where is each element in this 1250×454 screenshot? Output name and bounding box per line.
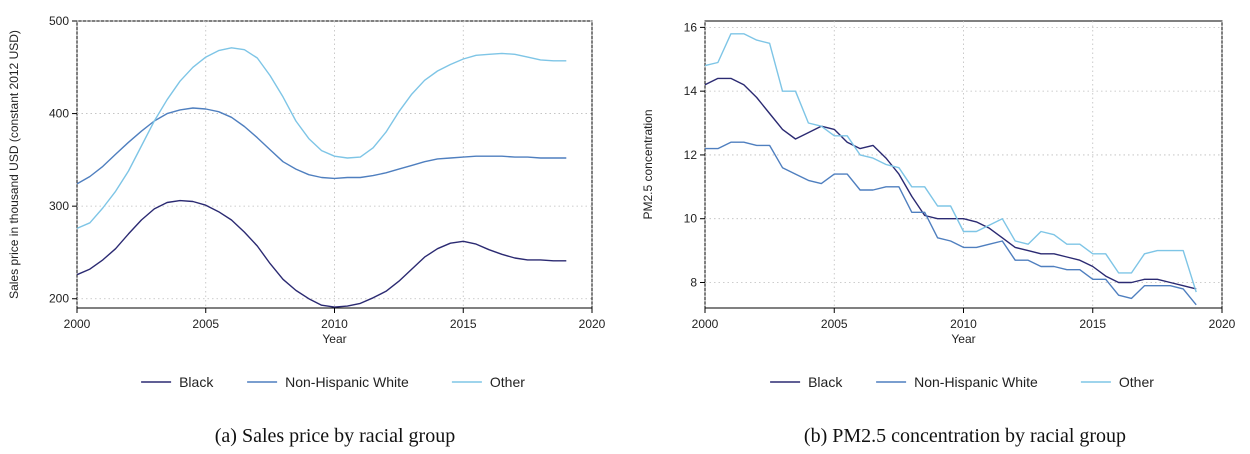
series-line-black [704,77,1197,290]
y-tick-label: 10 [684,212,698,226]
y-tick-label: 500 [49,14,69,28]
y-axis-title: PM2.5 concentration [641,109,655,219]
series-line-non-hispanic-white [76,107,567,185]
legend-label: Other [1119,374,1154,390]
figure-caption: (b) PM2.5 concentration by racial group [804,425,1126,447]
x-axis-title: Year [322,332,346,346]
series-line-other [704,33,1197,293]
x-tick-label: 2010 [321,317,348,331]
y-tick-label: 12 [684,148,698,162]
y-tick-label: 400 [49,107,69,121]
x-tick-label: 2010 [950,317,977,331]
x-tick-label: 2015 [1079,317,1106,331]
legend-label: Black [179,374,214,390]
legend: Black Non-Hispanic White Other [770,374,1154,390]
panel-sales-price: 2000 2005 2010 2015 2020 200 300 400 500 Year Sale… [7,14,606,447]
figure-caption: (a) Sales price by racial group [215,425,455,447]
x-tick-label: 2020 [579,317,606,331]
legend-label: Other [490,374,525,390]
y-tick-label: 300 [49,199,69,213]
x-tick-label: 2015 [450,317,477,331]
series-line-black [76,199,567,308]
x-tick-label: 2020 [1209,317,1236,331]
x-tick-label: 2000 [64,317,91,331]
panel-pm25: 2000 2005 2010 2015 2020 8 10 12 14 16 Year PM2.5 c… [641,20,1236,447]
y-tick-label: 8 [690,275,697,289]
series-line-other [76,47,567,230]
series-line-non-hispanic-white [705,141,1197,306]
y-tick-label: 200 [49,292,69,306]
legend-label: Black [808,374,843,390]
y-axis-title: Sales price in thousand USD (constant 20… [7,30,21,299]
legend: Black Non-Hispanic White Other [141,374,525,390]
x-axis-title: Year [951,332,975,346]
legend-label: Non-Hispanic White [285,374,409,390]
x-tick-label: 2005 [821,317,848,331]
x-tick-label: 2000 [692,317,719,331]
legend-label: Non-Hispanic White [914,374,1038,390]
x-tick-label: 2005 [192,317,219,331]
y-tick-label: 14 [684,84,698,98]
y-tick-label: 16 [684,20,698,34]
